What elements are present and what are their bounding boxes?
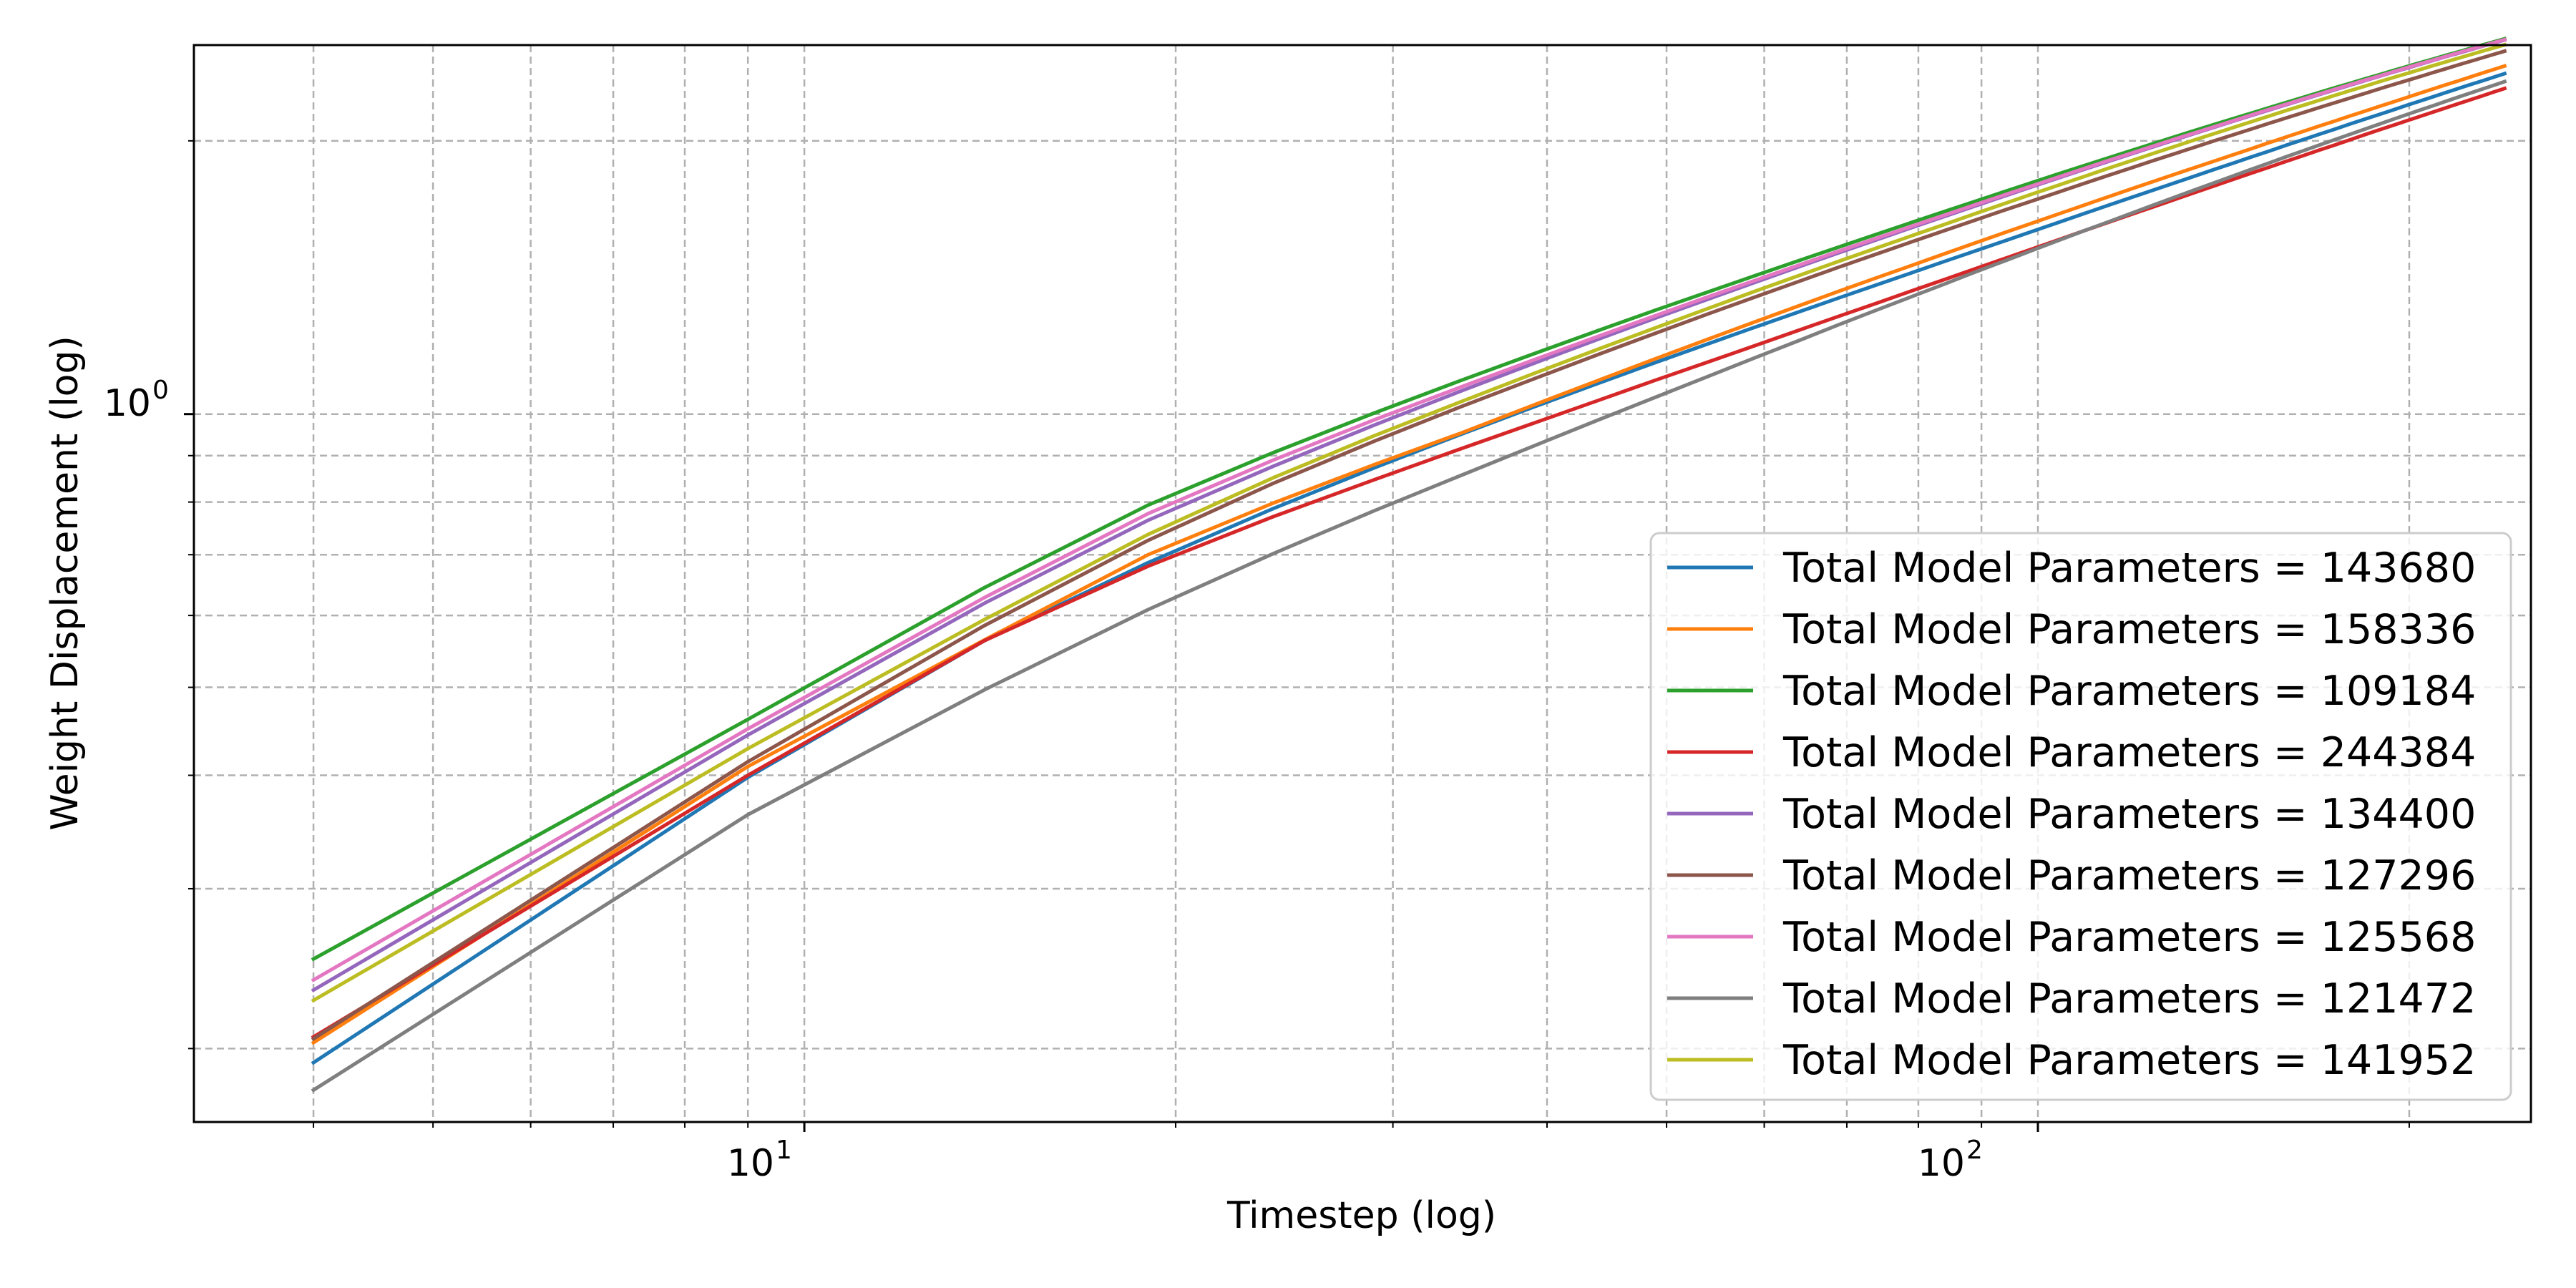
x-tick-label: 10: [727, 1142, 774, 1185]
series-line-9: [311, 42, 2507, 1003]
y-axis-label: Weight Displacement (log): [44, 336, 87, 831]
y-tick-label-exponent: 0: [152, 376, 169, 405]
legend-frame: [1649, 532, 2512, 1101]
x-tick-labels: 10 1 10 2: [727, 1136, 1983, 1185]
legend-label: Total Model Parameters = 134400: [1782, 791, 2476, 838]
legend-label: Total Model Parameters = 125568: [1782, 914, 2476, 961]
legend: Total Model Parameters = 143680 Total Mod…: [1649, 532, 2512, 1101]
legend-label: Total Model Parameters = 121472: [1782, 975, 2476, 1023]
legend-label: Total Model Parameters = 244384: [1782, 729, 2476, 776]
series-line-8: [311, 79, 2507, 1093]
series-line-1: [311, 71, 2507, 1065]
legend-label: Total Model Parameters = 109184: [1782, 668, 2476, 715]
legend-label: Total Model Parameters = 158336: [1782, 606, 2476, 653]
x-axis-label: Timestep (log): [1226, 1194, 1496, 1237]
plot-frame: [192, 44, 2532, 1123]
legend-label: Total Model Parameters = 127296: [1782, 852, 2476, 899]
x-tick-label: 10: [1918, 1142, 1965, 1185]
legend-label: Total Model Parameters = 141952: [1782, 1037, 2476, 1084]
series-line-6: [311, 49, 2507, 1042]
axis-ticks: [184, 140, 2410, 1132]
legend-label: Total Model Parameters = 143680: [1782, 545, 2476, 592]
series-lines: [311, 36, 2507, 1093]
y-tick-labels: 10 0: [104, 376, 169, 425]
x-tick-label-exponent: 2: [1966, 1136, 1983, 1165]
y-tick-label: 10: [104, 382, 151, 425]
series-line-7: [311, 37, 2507, 982]
x-tick-label-exponent: 1: [776, 1136, 792, 1165]
series-line-2: [311, 64, 2507, 1045]
